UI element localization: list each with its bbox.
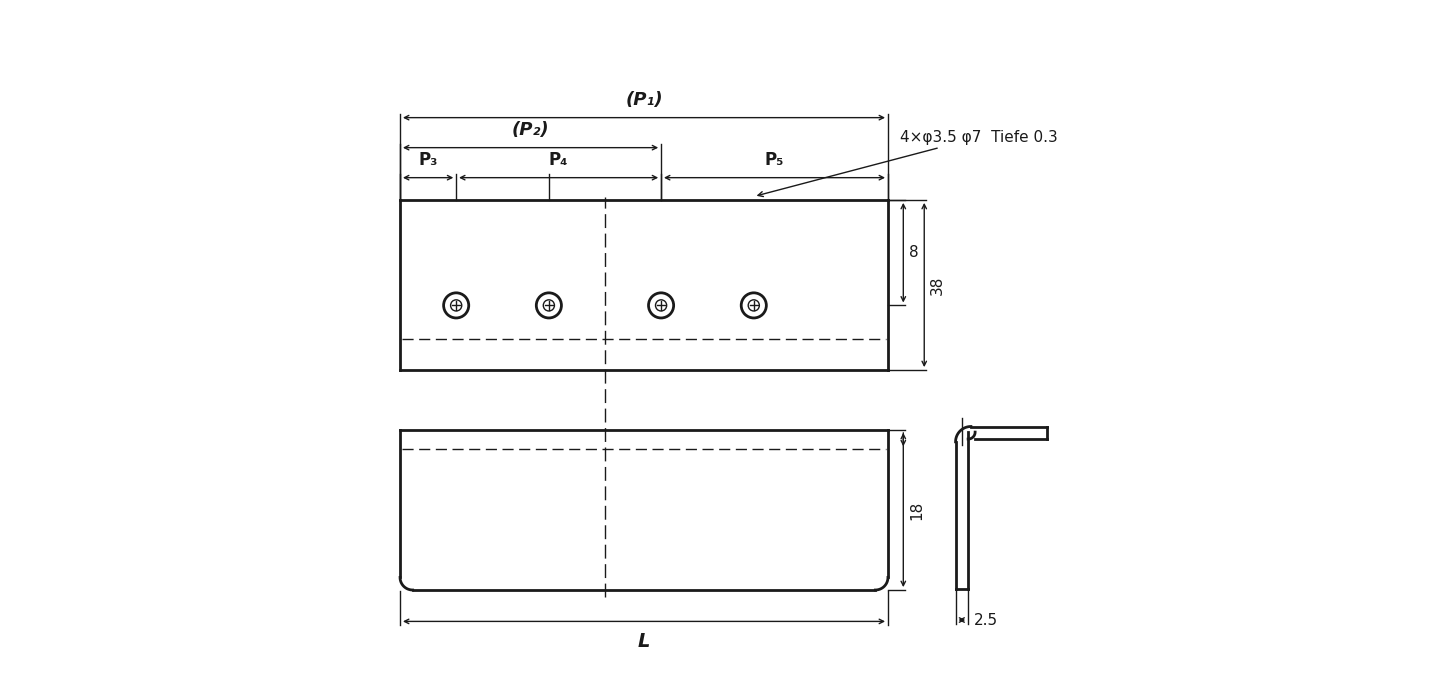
Text: 38: 38	[929, 275, 945, 295]
Text: (P₁): (P₁)	[626, 91, 663, 110]
Text: P₃: P₃	[419, 151, 438, 170]
Text: 4×φ3.5 φ7  Tiefe 0.3: 4×φ3.5 φ7 Tiefe 0.3	[759, 130, 1058, 197]
Text: P₄: P₄	[549, 151, 568, 170]
Text: 8: 8	[909, 245, 919, 260]
Text: P₅: P₅	[764, 151, 785, 170]
Text: L: L	[637, 632, 650, 651]
Text: (P₂): (P₂)	[512, 121, 549, 140]
Text: 2.5: 2.5	[974, 613, 998, 628]
Text: 18: 18	[909, 500, 923, 519]
